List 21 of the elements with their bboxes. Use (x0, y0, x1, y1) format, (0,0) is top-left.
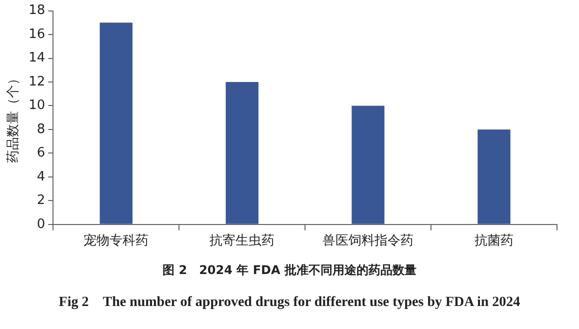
y-tick-label: 8 (36, 122, 46, 137)
bar (352, 106, 384, 224)
text: Fig 2 The number of approved drugs for different use types by FDA in 2024 (58, 294, 522, 311)
y-tick-label: 0 (36, 216, 46, 232)
bar (226, 82, 258, 224)
y-tick-label: 14 (28, 50, 46, 66)
y-tick-label: 10 (28, 98, 46, 114)
y-tick-label: 16 (28, 26, 46, 42)
y-tick-label: 4 (36, 169, 46, 184)
bar (478, 129, 510, 224)
text: 图 2 2024 年 FDA 批准不同用途的药品数量 (162, 262, 418, 279)
x-tick-label: 兽医饲料指令药 (322, 234, 414, 249)
x-tick-label: 抗菌药 (474, 234, 514, 249)
y-tick-label: 2 (36, 193, 46, 208)
x-tick-label: 抗寄生虫药 (210, 232, 275, 249)
bar (100, 22, 132, 224)
y-axis-title: 药品数量（个） (6, 72, 22, 164)
y-tick-label: 12 (28, 74, 46, 90)
x-tick-label: 宠物专科药 (84, 234, 149, 249)
y-tick-label: 6 (36, 146, 46, 161)
y-tick-label: 18 (28, 3, 46, 18)
